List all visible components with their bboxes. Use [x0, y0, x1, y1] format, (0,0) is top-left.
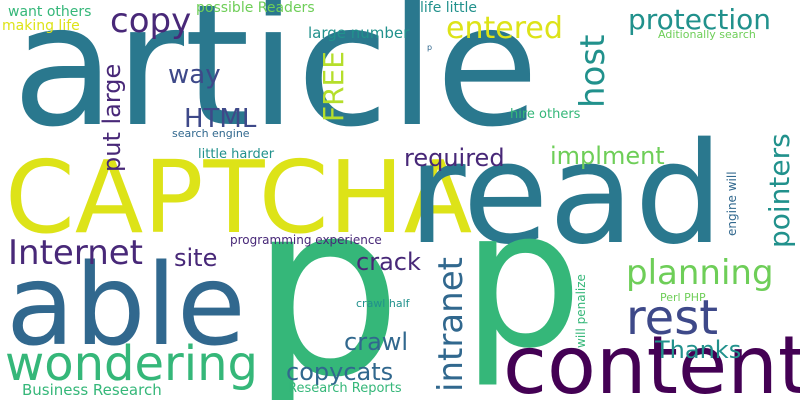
word-read: read — [408, 113, 724, 276]
word-engine-will: engine will — [725, 171, 739, 236]
word-captcha: CAPTCHA — [5, 139, 473, 256]
word-p-big: p — [250, 150, 403, 400]
word-little-harder: little harder — [198, 147, 275, 162]
word-copy: copy — [110, 1, 192, 41]
word-pointers: pointers — [763, 133, 796, 248]
word-perl-php: Perl PHP — [660, 291, 706, 304]
word-host: host — [573, 34, 613, 108]
word-free: FREE — [317, 51, 350, 122]
word-hire-others: hire others — [510, 107, 581, 122]
word-possible-readers: possible Readers — [196, 0, 315, 16]
word-crack: crack — [356, 248, 421, 276]
word-p-tiny: p — [427, 43, 433, 52]
word-large-number: large number — [308, 24, 410, 42]
word-article: article — [12, 0, 539, 164]
word-protection: protection — [628, 3, 772, 36]
word-want-others: want others — [8, 4, 92, 20]
word-intranet: intranet — [431, 257, 471, 392]
word-research-reports: Research Reports — [288, 381, 402, 396]
word-site: site — [174, 244, 218, 272]
word-put-large: put large — [98, 63, 126, 172]
word-additionally-search: Aditionally search — [658, 28, 756, 41]
word-crawl-half: crawl half — [356, 297, 410, 310]
word-thanks: Thanks — [655, 336, 742, 364]
word-planning: planning — [626, 253, 774, 293]
word-programming-experience: programming experience — [230, 233, 382, 247]
word-search-engine: search engine — [172, 127, 250, 140]
word-way: way — [168, 60, 221, 90]
word-will-penalize: will penalize — [574, 274, 588, 348]
word-wondering: wondering — [5, 336, 259, 392]
word-making-life: making life — [2, 18, 80, 34]
word-p-mid: p — [462, 169, 583, 390]
word-html: HTML — [184, 104, 257, 134]
word-rest: rest — [626, 290, 719, 346]
word-internet: Internet — [8, 233, 144, 273]
word-copycats: copycats — [286, 358, 394, 386]
word-able: able — [6, 241, 246, 371]
word-life-little: life little — [420, 0, 478, 16]
word-content: content — [503, 319, 800, 400]
word-entered: entered — [446, 11, 563, 46]
word-business-research: Business Research — [22, 381, 162, 399]
word-implment: implment — [550, 142, 665, 170]
word-required: required — [404, 144, 505, 172]
word-crawl: crawl — [344, 328, 409, 356]
